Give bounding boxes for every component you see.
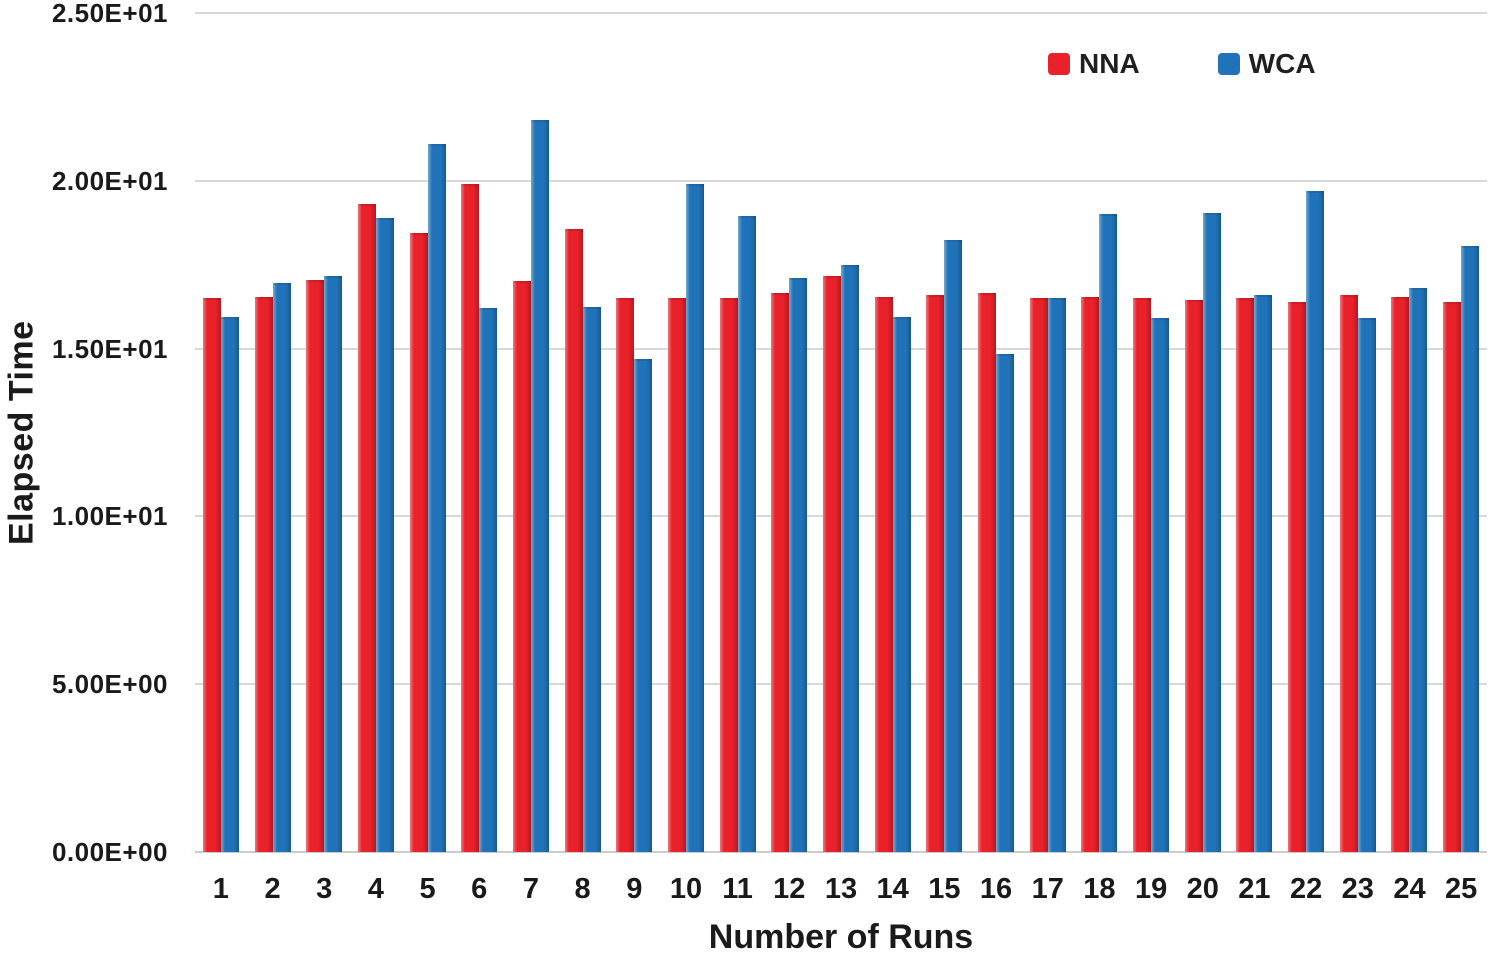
y-tick-label-2.50E+01: 2.50E+01 (51, 0, 168, 28)
y-tick-label-1.00E+01: 1.00E+01 (51, 501, 168, 532)
x-tick-label-6: 6 (471, 873, 488, 905)
bar-nna-run-8 (564, 229, 583, 852)
bar-nna-run-2 (254, 296, 273, 852)
bar-wca-run-5 (427, 143, 446, 852)
bar-wca-run-18 (1099, 214, 1118, 852)
y-tick-label-2.00E+01: 2.00E+01 (51, 165, 168, 196)
legend-item-wca: WCA (1217, 48, 1316, 79)
legend: NNA WCA (1048, 50, 1316, 78)
bar-nna-run-21 (1236, 298, 1255, 852)
bar-wca-run-4 (375, 217, 394, 852)
bar-wca-run-12 (789, 278, 808, 852)
x-tick-label-18: 18 (1083, 873, 1116, 905)
legend-label-nna: NNA (1079, 48, 1140, 79)
x-tick-label-1: 1 (212, 873, 229, 905)
x-tick-label-16: 16 (979, 873, 1013, 905)
x-tick-label-9: 9 (626, 873, 643, 905)
bar-wca-run-24 (1409, 288, 1428, 852)
x-tick-label-19: 19 (1134, 873, 1168, 905)
bar-nna-run-5 (409, 232, 428, 852)
x-tick-label-10: 10 (669, 873, 703, 905)
x-tick-label-22: 22 (1289, 873, 1323, 905)
bar-nna-run-16 (978, 293, 997, 852)
x-tick-label-17: 17 (1031, 873, 1064, 905)
bar-wca-run-16 (996, 353, 1015, 852)
x-axis-title: Number of Runs (708, 918, 974, 956)
bar-wca-run-20 (1202, 212, 1221, 852)
bar-nna-run-11 (719, 298, 738, 852)
bar-nna-run-15 (926, 294, 945, 852)
bar-nna-run-20 (1184, 299, 1203, 852)
bar-wca-run-25 (1461, 246, 1480, 852)
x-tick-label-8: 8 (574, 873, 591, 905)
legend-swatch-wca-icon (1217, 53, 1240, 75)
y-tick-label-0.00E+00: 0.00E+00 (51, 837, 168, 867)
gridline-20 (195, 179, 1487, 182)
bar-nna-run-10 (667, 298, 686, 852)
bar-wca-run-9 (634, 358, 653, 852)
bar-wca-run-3 (324, 276, 343, 852)
bar-nna-run-9 (616, 298, 635, 852)
y-tick-label-5.00E+00: 5.00E+00 (51, 669, 168, 700)
bar-wca-run-6 (479, 308, 498, 852)
bar-nna-run-18 (1081, 296, 1100, 852)
bar-wca-run-22 (1306, 190, 1325, 852)
bar-wca-run-1 (220, 316, 239, 852)
bar-wca-run-23 (1357, 318, 1376, 852)
x-tick-label-11: 11 (722, 873, 753, 905)
bar-nna-run-1 (202, 298, 221, 852)
bar-wca-run-7 (530, 120, 549, 852)
bar-nna-run-6 (461, 184, 480, 852)
x-tick-label-20: 20 (1186, 873, 1219, 905)
x-tick-label-14: 14 (876, 873, 909, 905)
x-tick-label-12: 12 (773, 873, 806, 905)
plot-area (195, 12, 1487, 853)
bar-wca-run-2 (272, 283, 291, 852)
bar-nna-run-22 (1288, 301, 1307, 852)
bar-wca-run-21 (1254, 294, 1273, 852)
bar-nna-run-25 (1443, 301, 1462, 852)
gridline-25 (195, 12, 1487, 14)
x-tick-label-21: 21 (1238, 873, 1271, 905)
bar-wca-run-10 (685, 184, 704, 852)
bar-wca-run-15 (944, 239, 963, 852)
bar-nna-run-19 (1133, 298, 1152, 852)
bar-nna-run-14 (874, 296, 893, 852)
legend-item-nna: NNA (1048, 50, 1140, 78)
bar-nna-run-12 (771, 293, 790, 852)
bar-nna-run-17 (1029, 298, 1048, 852)
x-tick-label-25: 25 (1445, 873, 1478, 905)
bar-wca-run-17 (1047, 298, 1066, 852)
bar-nna-run-7 (512, 281, 531, 852)
bar-nna-run-3 (306, 279, 325, 852)
y-tick-label-1.50E+01: 1.50E+01 (51, 333, 168, 364)
x-tick-label-3: 3 (316, 873, 333, 905)
bar-wca-run-11 (737, 216, 756, 852)
bar-nna-run-24 (1391, 296, 1410, 852)
x-tick-label-23: 23 (1341, 873, 1374, 905)
bar-nna-run-4 (357, 204, 376, 852)
bar-wca-run-19 (1151, 318, 1170, 852)
bar-wca-run-13 (841, 264, 859, 852)
bar-nna-run-23 (1339, 294, 1358, 852)
y-axis-title: Elapsed Time (2, 320, 41, 545)
x-tick-label-4: 4 (367, 873, 384, 905)
bar-nna-run-13 (823, 276, 841, 852)
bar-wca-run-8 (582, 306, 601, 852)
legend-swatch-nna-icon (1048, 53, 1070, 75)
x-tick-label-2: 2 (264, 873, 281, 905)
bar-wca-run-14 (892, 316, 911, 852)
legend-label-wca: WCA (1248, 48, 1316, 79)
x-tick-label-24: 24 (1393, 873, 1426, 905)
x-tick-label-7: 7 (522, 873, 539, 905)
x-axis-line (195, 851, 1487, 853)
x-tick-label-13: 13 (824, 873, 858, 905)
x-tick-label-5: 5 (419, 873, 436, 905)
x-tick-label-15: 15 (928, 873, 961, 905)
